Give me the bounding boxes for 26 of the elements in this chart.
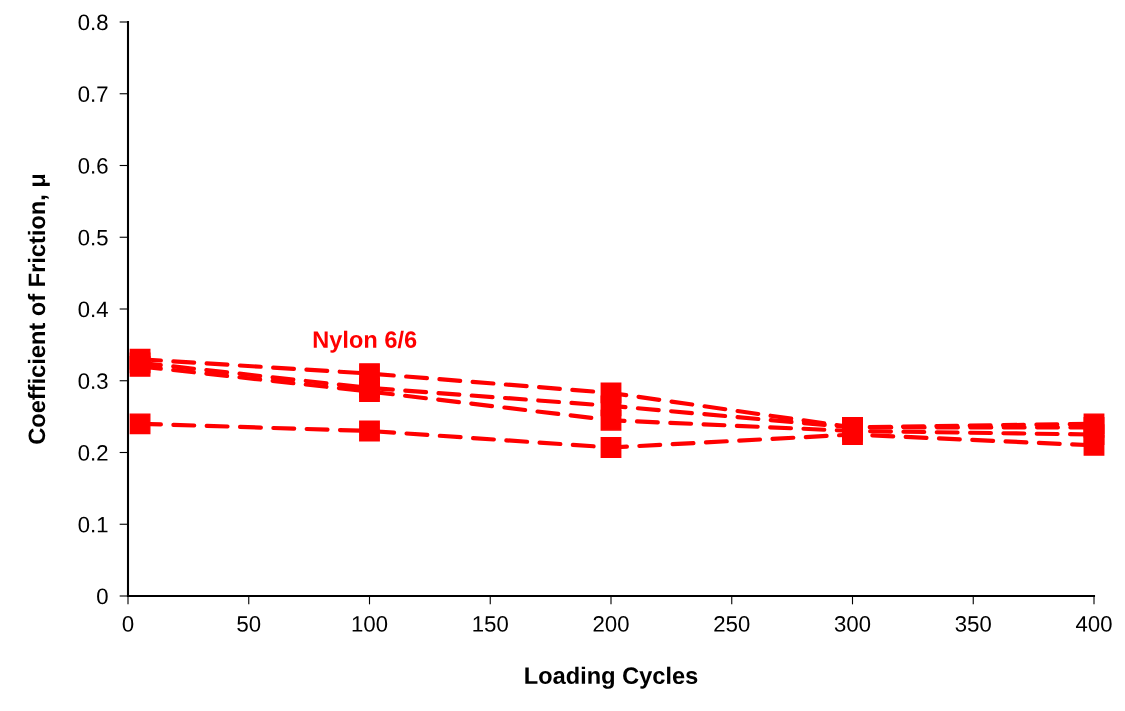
point — [359, 420, 380, 442]
x-axis-title: Loading Cycles — [525, 666, 698, 689]
annotation: Nylon 6/6 — [313, 330, 417, 353]
y-tick-label: 0.1 — [78, 516, 108, 533]
x-tick-label: 350 — [955, 616, 991, 632]
x-tick-label: 100 — [352, 616, 388, 632]
y-tick-label: 0.8 — [78, 14, 108, 31]
y-axis-title: Coefficient of Friction, μ — [27, 174, 50, 444]
y-tick-label: 0.7 — [78, 86, 108, 103]
y-tick-label: 0 — [97, 588, 108, 605]
point — [600, 409, 622, 431]
y-tick-label: 0.2 — [78, 445, 108, 461]
x-tick-label: 250 — [714, 616, 750, 632]
x-tick-label: 200 — [593, 616, 629, 632]
x-tick-label: 0 — [122, 616, 134, 632]
point — [129, 413, 151, 435]
point — [1083, 434, 1105, 456]
point — [600, 437, 622, 458]
x-tick-label: 150 — [473, 616, 508, 632]
y-tick-label: 0.3 — [78, 373, 108, 390]
y-tick-label: 0.4 — [78, 301, 108, 318]
x-tick-label: 300 — [834, 616, 871, 632]
x-tick-label: 50 — [237, 616, 261, 632]
y-tick-label: 0.5 — [78, 229, 108, 246]
y-tick-label: 0.6 — [78, 158, 108, 174]
x-tick-label: 400 — [1075, 616, 1112, 632]
